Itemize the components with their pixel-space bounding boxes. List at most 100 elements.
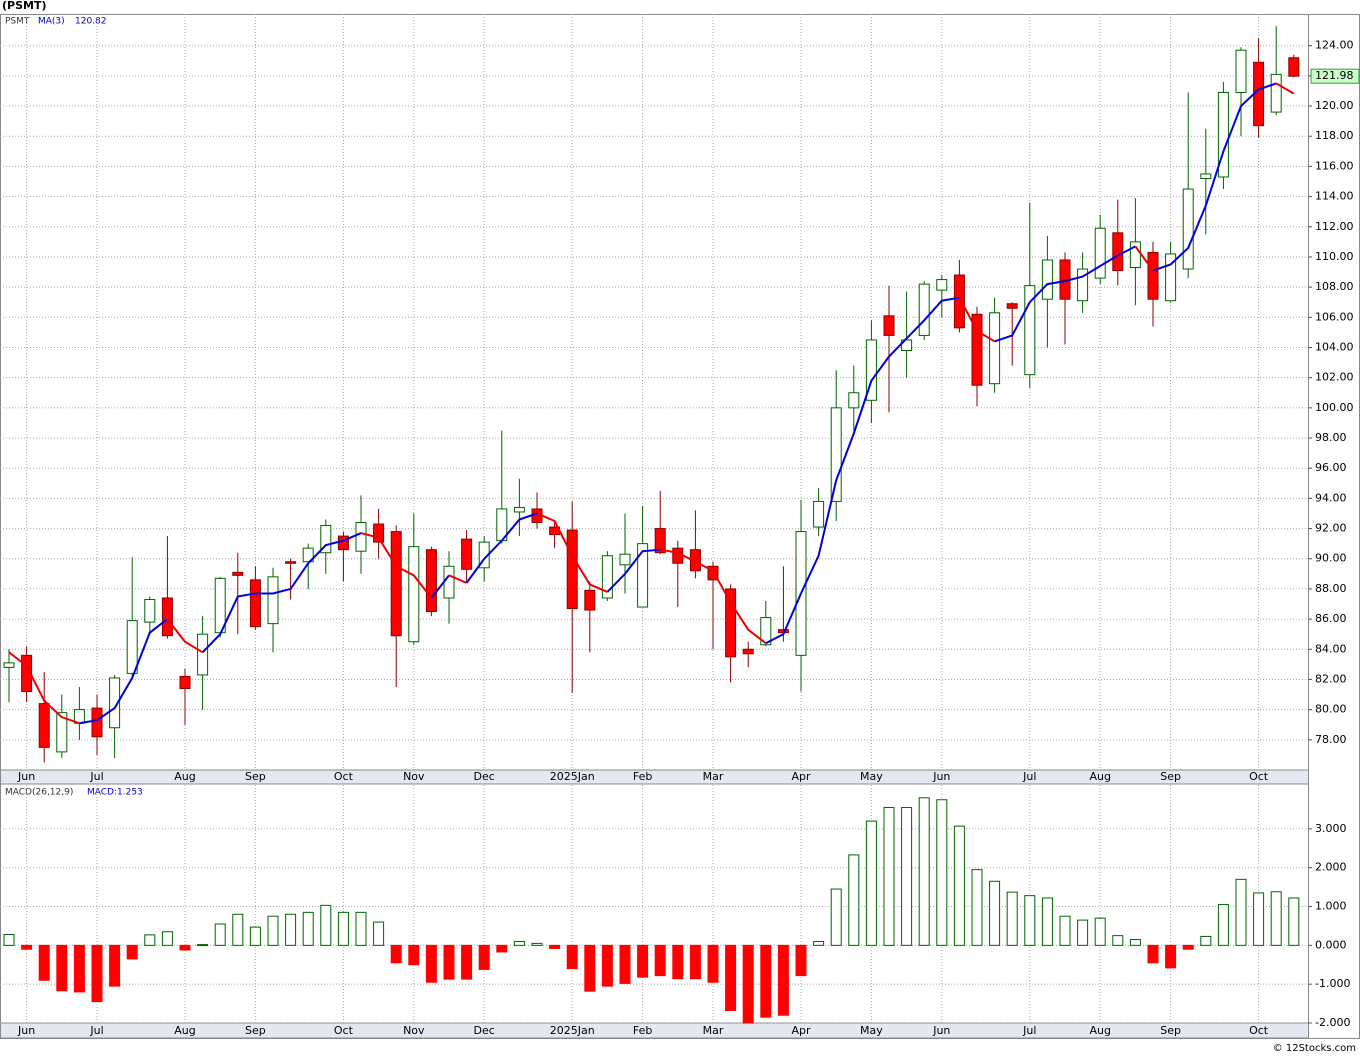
x-tick-label: Feb — [633, 1024, 652, 1037]
bar — [1253, 892, 1265, 946]
bar — [654, 944, 666, 977]
x-tick-label: Apr — [791, 1024, 811, 1037]
candle-body — [1024, 285, 1036, 376]
ma-line — [360, 532, 433, 599]
bar — [496, 944, 508, 953]
candle-body — [425, 549, 437, 613]
bar — [1006, 891, 1018, 946]
bar — [672, 944, 684, 980]
ma-line — [1152, 82, 1277, 272]
candle-body — [21, 654, 33, 693]
candle-body — [672, 547, 684, 564]
ma-line — [8, 651, 80, 725]
bar — [461, 944, 473, 980]
y-tick-label: 112.00 — [1315, 220, 1354, 233]
bar — [865, 820, 877, 946]
bar — [425, 944, 437, 983]
candle-body — [302, 547, 314, 563]
bar — [73, 944, 85, 993]
y-tick-label: 92.00 — [1315, 522, 1347, 535]
y-tick-label: 98.00 — [1315, 431, 1347, 444]
bar — [91, 944, 103, 1003]
bar — [777, 944, 789, 1016]
bar — [302, 911, 314, 946]
x-tick-label: May — [860, 1024, 883, 1037]
bar — [1024, 895, 1036, 946]
ma-line — [958, 297, 996, 343]
legend-value: 120.82 — [75, 17, 107, 27]
candle-body — [232, 571, 244, 576]
ma-line — [1134, 245, 1154, 272]
candle-body — [1094, 227, 1106, 279]
bar — [197, 944, 209, 947]
candle-body — [760, 617, 772, 646]
candle-body — [865, 339, 877, 401]
bar — [1147, 944, 1159, 964]
bar — [883, 807, 895, 946]
bar — [179, 944, 191, 951]
x-tick-label: Sep — [1160, 1024, 1181, 1037]
candle-body — [584, 589, 596, 611]
y-tick-label: 104.00 — [1315, 340, 1354, 353]
x-tick-label: Aug — [1089, 770, 1110, 783]
candle-body — [443, 565, 455, 599]
ma-line — [994, 245, 1136, 343]
ma-line — [465, 512, 538, 584]
ma-line — [448, 574, 467, 584]
x-tick-label: Mar — [703, 1024, 724, 1037]
candle-body — [1147, 251, 1159, 300]
y-tick-label: 80.00 — [1315, 703, 1347, 716]
candle-body — [355, 522, 367, 552]
candle-body — [619, 553, 631, 566]
bar — [513, 940, 525, 946]
bar — [355, 911, 367, 946]
candle-body — [513, 506, 525, 513]
y-tick-label: 0.000 — [1315, 938, 1347, 951]
bar — [1059, 915, 1071, 946]
last-price-label: 121.98 — [1315, 69, 1354, 82]
bar — [830, 888, 842, 946]
y-tick-label: 2.000 — [1315, 861, 1347, 874]
bar — [531, 942, 543, 946]
bar — [725, 944, 737, 1012]
x-tick-label: Nov — [403, 1024, 425, 1037]
candle-body — [179, 675, 191, 690]
bar — [971, 869, 983, 946]
bar — [795, 944, 807, 977]
candle-body — [707, 565, 719, 581]
x-tick-label: Feb — [633, 770, 652, 783]
y-tick-label: 114.00 — [1315, 190, 1354, 203]
y-tick-label: 124.00 — [1315, 39, 1354, 52]
x-tick-label: Aug — [1089, 1024, 1110, 1037]
ma-line — [536, 512, 608, 593]
last-price-box — [1310, 68, 1360, 84]
x-tick-label: 2025Jan — [550, 770, 595, 783]
bar — [989, 880, 1001, 946]
bar — [232, 913, 244, 946]
candle-body — [813, 500, 825, 528]
bar — [813, 940, 825, 946]
x-tick-label: May — [860, 770, 883, 783]
bar — [390, 944, 402, 964]
ma-line — [765, 296, 960, 645]
x-tick-label: Mar — [703, 770, 724, 783]
candle-body — [320, 525, 332, 554]
candle-body — [918, 283, 930, 336]
candle-body — [267, 576, 279, 625]
y-tick-label: 90.00 — [1315, 552, 1347, 565]
y-tick-label: 84.00 — [1315, 642, 1347, 655]
candle-body — [285, 561, 297, 564]
bar — [38, 944, 50, 981]
bar — [337, 911, 349, 946]
candle-body — [654, 528, 666, 554]
y-tick-label: 82.00 — [1315, 672, 1347, 685]
candle-body — [637, 543, 649, 608]
bar — [584, 944, 596, 992]
ma-line — [660, 548, 767, 645]
x-tick-label: Oct — [1249, 1024, 1269, 1037]
candle-body — [390, 531, 402, 637]
y-tick-label: 78.00 — [1315, 733, 1347, 746]
bar — [918, 797, 930, 946]
x-tick-label: Jul — [89, 1024, 103, 1037]
ma-line — [430, 574, 450, 599]
